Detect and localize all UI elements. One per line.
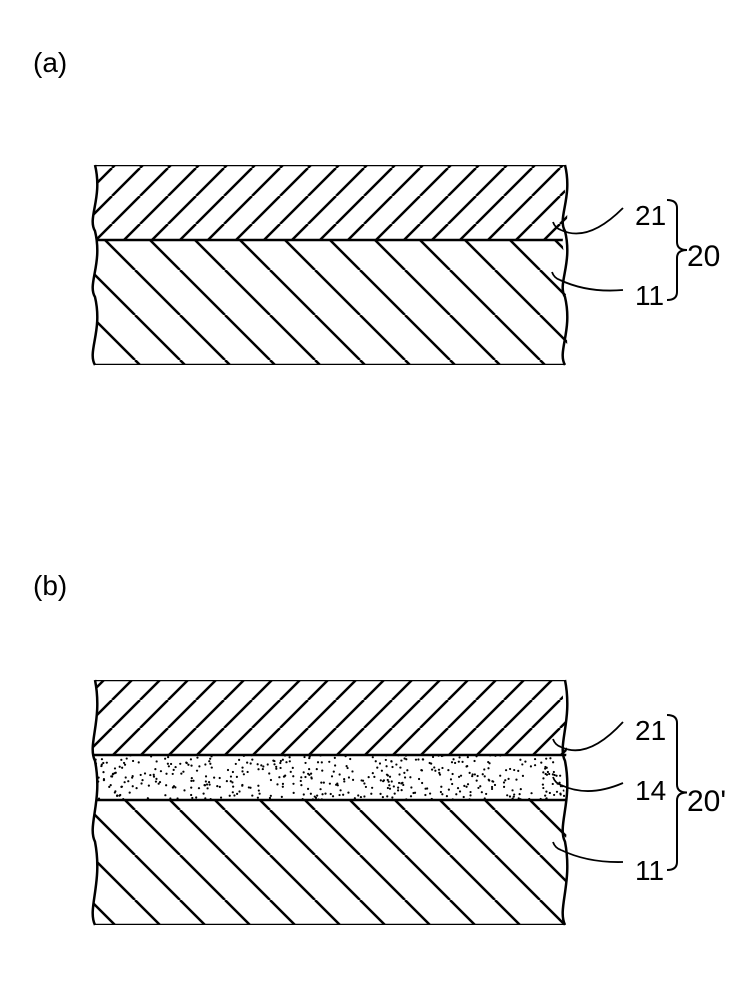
diagram-svg [0, 0, 738, 1000]
figure-page: (a) (b) 21 11 20 21 14 11 20' [0, 0, 738, 1000]
